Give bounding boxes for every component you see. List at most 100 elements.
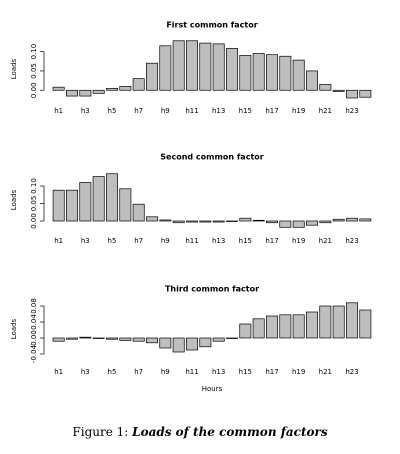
y-tick-label: 0.00 bbox=[30, 330, 38, 346]
bar bbox=[359, 89, 372, 98]
caption-label: Figure 1: bbox=[72, 425, 128, 439]
x-tick-label: h11 bbox=[185, 107, 198, 115]
x-tick-label: h13 bbox=[212, 368, 225, 376]
bar bbox=[159, 45, 172, 91]
caption: Figure 1: Loads of the common factors bbox=[72, 425, 327, 439]
bar bbox=[332, 218, 345, 222]
bar bbox=[319, 84, 332, 91]
bar bbox=[146, 62, 158, 91]
bar bbox=[226, 337, 238, 339]
bar bbox=[346, 302, 358, 339]
bar bbox=[119, 86, 132, 91]
chart-title: First common factor bbox=[166, 21, 257, 30]
bar bbox=[159, 337, 172, 349]
bar bbox=[359, 218, 372, 222]
bar bbox=[292, 314, 305, 339]
y-axis-label: Loads bbox=[10, 58, 18, 79]
bar bbox=[226, 220, 238, 222]
x-tick-label: h13 bbox=[212, 107, 225, 115]
bar bbox=[292, 59, 305, 91]
x-tick-label: h1 bbox=[54, 107, 63, 115]
bar bbox=[212, 220, 225, 223]
x-axis-label: Hours bbox=[202, 385, 223, 393]
x-tick-label: h5 bbox=[108, 107, 117, 115]
x-tick-label: h23 bbox=[345, 107, 358, 115]
x-tick-label: h17 bbox=[265, 368, 278, 376]
bar bbox=[106, 337, 118, 340]
y-tick-label: 0.00 bbox=[30, 82, 38, 98]
x-tick-label: h1 bbox=[54, 237, 63, 245]
bar bbox=[172, 337, 185, 353]
bar bbox=[79, 336, 92, 339]
x-tick-label: h15 bbox=[239, 107, 252, 115]
x-tick-label: h15 bbox=[239, 368, 252, 376]
bar bbox=[172, 220, 185, 224]
bar bbox=[199, 337, 212, 348]
bar bbox=[52, 86, 65, 91]
bar bbox=[212, 337, 225, 342]
caption-text: Loads of the common factors bbox=[131, 425, 328, 439]
x-tick-label: h21 bbox=[319, 237, 332, 245]
bar bbox=[252, 53, 265, 91]
bar bbox=[66, 89, 78, 97]
bar bbox=[92, 337, 105, 339]
bar bbox=[79, 89, 92, 97]
x-tick-label: h23 bbox=[345, 368, 358, 376]
x-tick-label: h21 bbox=[319, 107, 332, 115]
bar bbox=[92, 176, 105, 222]
bar bbox=[132, 78, 145, 91]
x-tick-label: h15 bbox=[239, 237, 252, 245]
x-tick-label: h19 bbox=[292, 107, 305, 115]
bar bbox=[52, 337, 65, 342]
bar bbox=[66, 189, 78, 222]
y-axis-label: Loads bbox=[10, 318, 18, 339]
y-tick-label: 0.08 bbox=[30, 298, 38, 314]
x-tick-label: h3 bbox=[81, 107, 90, 115]
bar bbox=[212, 43, 225, 91]
bar bbox=[92, 89, 105, 94]
x-tick-label: h9 bbox=[161, 368, 170, 376]
bar bbox=[106, 87, 118, 91]
bar bbox=[266, 54, 278, 91]
bar bbox=[199, 220, 212, 223]
x-tick-label: h7 bbox=[134, 107, 143, 115]
bar bbox=[226, 48, 238, 91]
y-tick-label: -0.04 bbox=[30, 344, 38, 363]
x-tick-label: h7 bbox=[134, 368, 143, 376]
bar bbox=[319, 305, 332, 339]
x-tick-label: h19 bbox=[292, 237, 305, 245]
y-tick-label: 0.00 bbox=[30, 213, 38, 229]
x-tick-label: h5 bbox=[108, 237, 117, 245]
bar bbox=[346, 217, 358, 222]
x-tick-label: h7 bbox=[134, 237, 143, 245]
bar bbox=[186, 337, 198, 351]
y-tick-label: 0.05 bbox=[30, 63, 38, 79]
bar bbox=[172, 40, 185, 91]
y-axis-label: Loads bbox=[10, 189, 18, 210]
x-tick-label: h21 bbox=[319, 368, 332, 376]
x-tick-label: h1 bbox=[54, 368, 63, 376]
x-tick-label: h3 bbox=[81, 237, 90, 245]
bar bbox=[239, 55, 252, 91]
bar bbox=[346, 89, 358, 99]
bar bbox=[306, 220, 318, 226]
bar bbox=[239, 323, 252, 339]
y-tick-label: 0.10 bbox=[30, 178, 38, 194]
bar bbox=[306, 311, 318, 339]
x-tick-label: h11 bbox=[185, 368, 198, 376]
y-tick-label: 0.04 bbox=[30, 314, 38, 330]
bar bbox=[252, 318, 265, 339]
bar bbox=[186, 40, 198, 91]
x-tick-label: h5 bbox=[108, 368, 117, 376]
x-tick-label: h13 bbox=[212, 237, 225, 245]
x-tick-label: h23 bbox=[345, 237, 358, 245]
bar bbox=[332, 305, 345, 339]
bar bbox=[106, 173, 118, 222]
x-tick-label: h9 bbox=[161, 237, 170, 245]
bar bbox=[52, 189, 65, 222]
bar bbox=[292, 220, 305, 228]
bar bbox=[359, 309, 372, 339]
x-tick-label: h17 bbox=[265, 237, 278, 245]
bar bbox=[332, 89, 345, 92]
chart-title: Third common factor bbox=[165, 285, 259, 294]
